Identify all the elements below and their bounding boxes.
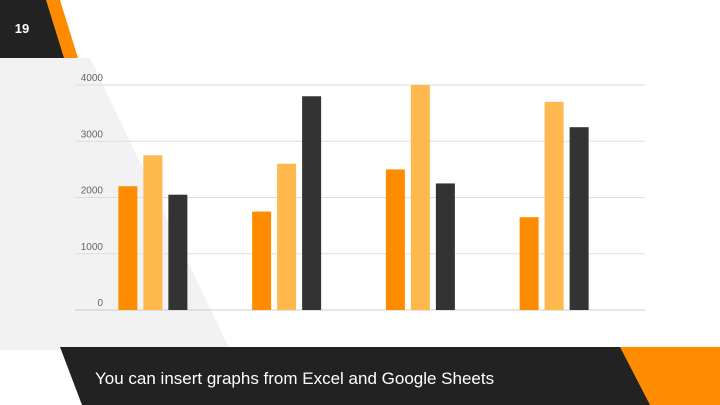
y-axis-ticks: 0 1000 2000 3000 4000: [81, 73, 104, 309]
page-number: 19: [14, 20, 30, 36]
y-tick-label: 2000: [81, 186, 104, 197]
bar-group-2-series-1: [252, 211, 272, 310]
bar-group-1-series-3: [168, 194, 188, 310]
bar-group-1-series-2: [143, 155, 163, 310]
caption-bar: [60, 347, 660, 405]
y-tick-label: 1000: [81, 242, 104, 253]
y-tick-label: 0: [97, 298, 103, 309]
bar-group-3-series-2: [410, 85, 430, 310]
bar-group-3-series-3: [435, 183, 455, 310]
y-tick-label: 4000: [81, 73, 104, 84]
bar-group-4-series-2: [544, 101, 564, 310]
orange-bottom-accent: [620, 347, 720, 405]
page-number-tab: [0, 0, 64, 58]
bar-group-1-series-1: [118, 186, 138, 310]
slide-caption: You can insert graphs from Excel and Goo…: [95, 369, 495, 388]
bar-group-2-series-2: [277, 163, 297, 310]
bar-group-4-series-3: [569, 127, 589, 310]
bar-group-2-series-3: [302, 96, 322, 310]
bar-group-4-series-1: [519, 217, 539, 310]
y-tick-label: 3000: [81, 129, 104, 140]
bar-group-3-series-1: [385, 169, 405, 310]
bars: [118, 85, 589, 310]
